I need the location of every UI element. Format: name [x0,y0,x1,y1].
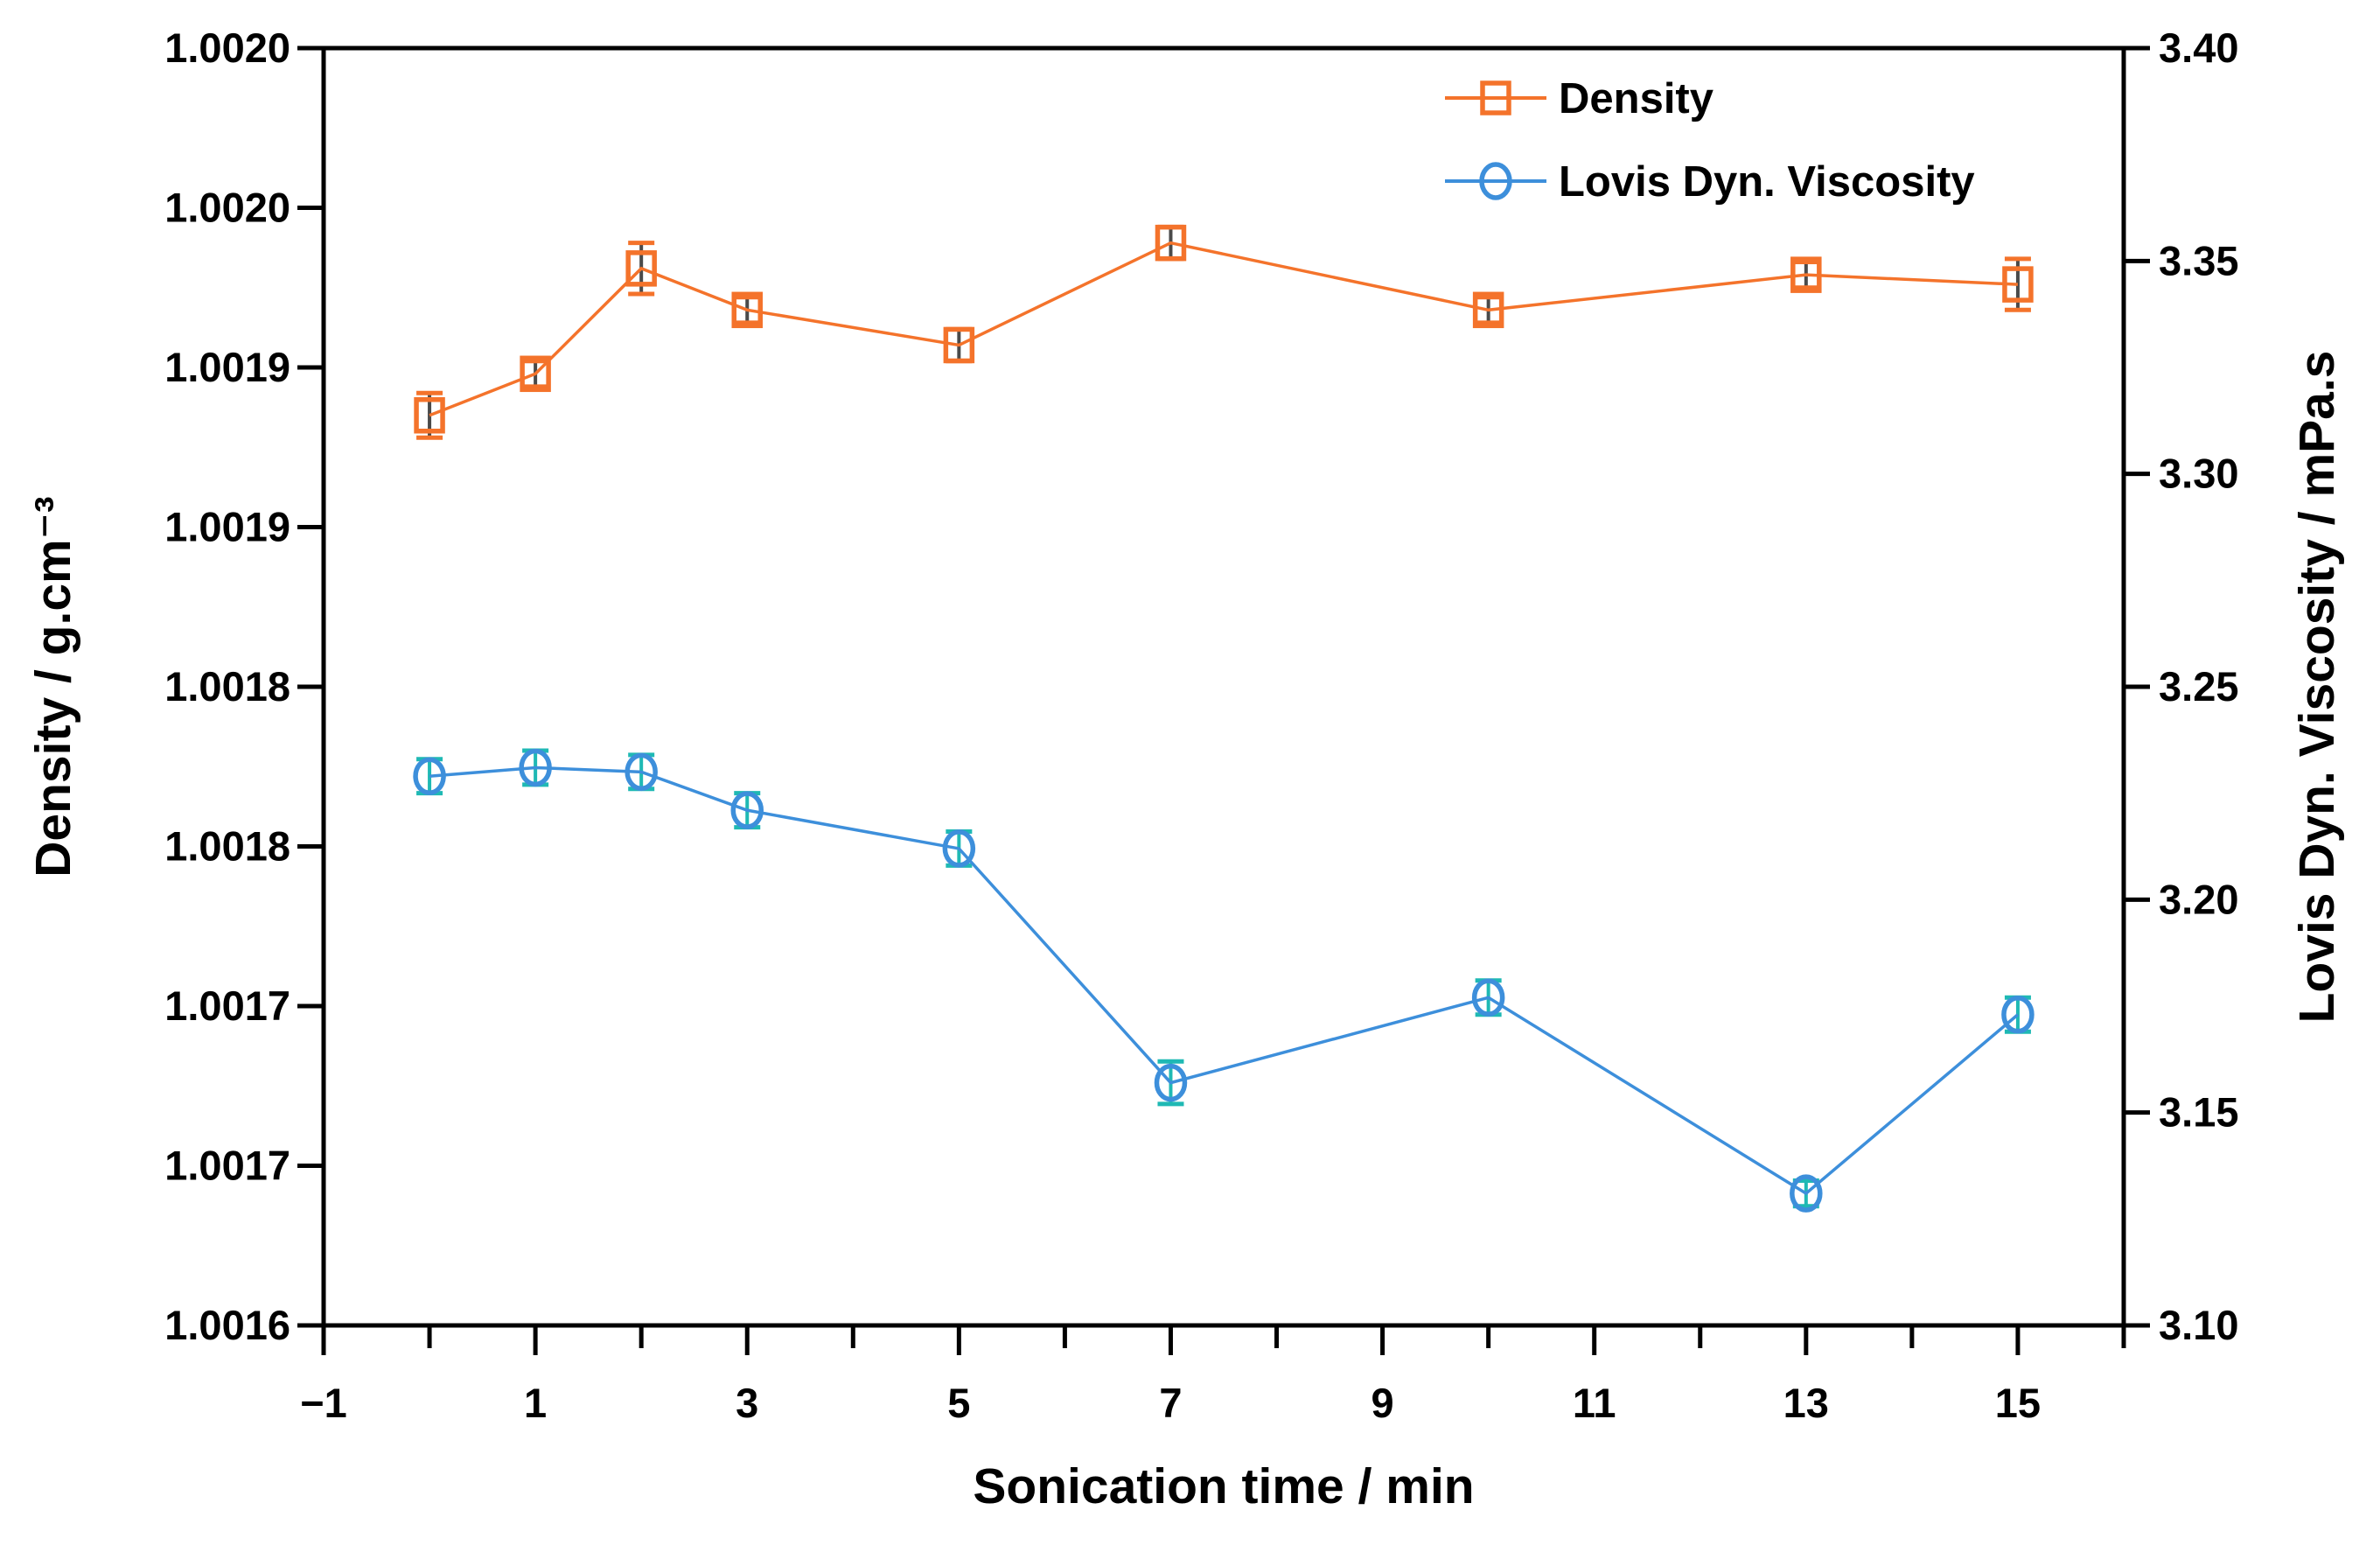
lovis-dyn-viscosity-point [625,752,658,792]
lovis-dyn-viscosity-point [519,748,552,787]
y-left-tick-label: 1.0018 [164,663,290,710]
legend-label-density: Density [1559,75,1713,122]
density-point [2002,266,2034,303]
y-right-tick-label: 3.40 [2159,24,2238,71]
y-left-tick-label: 1.0020 [164,24,290,71]
lovis-dyn-viscosity-point [2001,995,2035,1034]
lovis-dyn-viscosity-point [413,757,446,795]
y-right-axis-title: Lovis Dyn. Viscosity / mPa.s [2289,351,2345,1024]
x-tick-label: 13 [1783,1380,1829,1426]
lovis-dyn-viscosity-line [429,766,2020,1196]
y-right-tick-label: 3.10 [2159,1302,2238,1348]
y-right-tick-label: 3.25 [2159,663,2238,710]
y-left-tick-label: 1.0017 [164,1143,290,1189]
y-left-tick-label: 1.0019 [164,344,290,390]
y-left-tick-label: 1.0017 [164,982,290,1029]
y-left-tick-label: 1.0018 [164,823,290,870]
density-point [1472,291,1504,329]
y-right-tick-label: 3.15 [2159,1089,2238,1136]
lovis-dyn-viscosity-point [942,829,976,868]
y-left-tick-label: 1.0020 [164,185,290,231]
x-tick-label: 1 [524,1380,547,1426]
density-point [1155,224,1187,262]
y-right-tick-label: 3.30 [2159,451,2238,497]
lovis-dyn-viscosity-point [1471,978,1505,1017]
x-tick-label: 5 [947,1380,970,1426]
density-point [520,355,551,393]
lovis-dyn-viscosity-point [730,791,764,829]
y-left-tick-label: 1.0019 [164,504,290,550]
legend-label-lovis-dyn-viscosity: Lovis Dyn. Viscosity [1559,158,1975,206]
y-left-tick-label: 1.0016 [164,1302,290,1348]
plot-frame [321,45,2126,1328]
density-point [625,250,657,287]
x-tick-label: 15 [1995,1380,2041,1426]
y-right-tick-label: 3.20 [2159,876,2238,922]
x-tick-label: −1 [300,1380,347,1426]
x-tick-label: 3 [736,1380,758,1426]
density-point [414,397,445,434]
density-point [943,326,975,364]
x-tick-label: 7 [1159,1380,1182,1426]
y-right-tick-label: 3.35 [2159,237,2238,283]
lovis-dyn-viscosity-point [1154,1063,1188,1102]
x-axis-title: Sonication time / min [973,1458,1474,1514]
lovis-dyn-viscosity-point [1790,1174,1823,1213]
density-point [731,291,763,329]
density-line [429,241,2019,417]
legend-density-marker [1480,80,1511,115]
legend-lovis-dyn-viscosity-marker [1479,162,1512,200]
y-left-axis-title: Density / g.cm⁻³ [25,496,81,877]
x-tick-label: 11 [1573,1380,1616,1426]
density-point [1790,256,1822,293]
x-tick-label: 9 [1371,1380,1394,1426]
